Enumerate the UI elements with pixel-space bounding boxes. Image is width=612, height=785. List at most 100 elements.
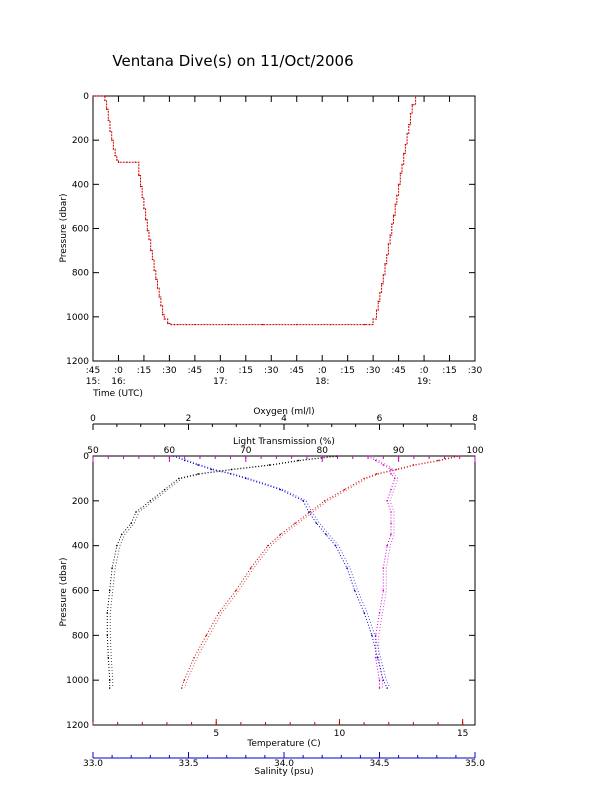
depth-point — [394, 203, 396, 205]
temperature-axis-label: Temperature (C) — [246, 739, 320, 749]
oxygen-point — [197, 473, 199, 475]
temperature-point — [267, 544, 269, 547]
depth-point — [146, 230, 149, 232]
salinity-point — [229, 473, 232, 475]
top-x-hour-label: 16: — [111, 377, 125, 387]
top-y-tick-label: 1200 — [66, 357, 89, 367]
depth-point — [185, 323, 188, 326]
depth-point — [399, 172, 401, 174]
top-x-tick-label: :15 — [239, 366, 253, 376]
temperature-tick-label: 5 — [213, 729, 219, 739]
oxygen-point — [108, 589, 111, 592]
transmission-profile — [367, 455, 399, 689]
top-x-tick-label: :0 — [114, 366, 123, 376]
depth-point — [153, 269, 155, 272]
transmission-point — [378, 612, 381, 614]
bottom-y-tick-label: 0 — [83, 452, 89, 462]
salinity-axis-label: Salinity (psu) — [254, 767, 313, 777]
temperature-profile-line — [181, 455, 458, 689]
oxygen-tick-label: 8 — [472, 414, 478, 424]
salinity-tick-label: 34.0 — [274, 759, 294, 769]
depth-point — [109, 130, 111, 133]
temperature-point — [323, 500, 326, 502]
depth-point — [117, 161, 120, 163]
transmission-point — [386, 500, 388, 502]
depth-point — [387, 243, 390, 245]
depth-point — [144, 218, 147, 221]
depth-point — [107, 119, 109, 121]
bottom-y-tick-label: 1000 — [66, 676, 89, 686]
depth-point — [126, 161, 128, 163]
transmission-point — [374, 459, 377, 462]
depth-point — [375, 309, 378, 311]
top-x-tick-label: :15 — [137, 366, 151, 376]
oxygen-point — [106, 634, 109, 637]
top-x-hour-label: 17: — [213, 377, 227, 387]
depth-point — [414, 95, 417, 97]
oxygen-profile-line-ascent — [109, 455, 340, 688]
oxygen-tick-label: 4 — [281, 414, 287, 424]
salinity-point — [302, 500, 304, 502]
depth-point — [369, 323, 371, 326]
top-x-tick-label: :30 — [468, 366, 483, 376]
top-y-tick-label: 400 — [72, 180, 89, 190]
depth-point — [372, 318, 374, 320]
depth-point — [173, 323, 176, 326]
depth-point — [160, 305, 162, 307]
transmission-axis-label: Light Transmission (%) — [233, 437, 335, 447]
transmission-point — [390, 468, 392, 471]
profile-series — [106, 455, 461, 689]
transmission-point — [382, 589, 385, 592]
depth-point — [409, 112, 412, 115]
bottom-y-ticks: 0 200 400 600 800 1000 1200 — [66, 452, 475, 731]
salinity-point — [334, 544, 337, 547]
top-x-hour-label: 15: — [86, 377, 100, 387]
top-x-tick-label: :0 — [420, 366, 429, 376]
depth-point — [156, 287, 159, 289]
depth-point — [386, 254, 388, 256]
oxygen-point — [107, 656, 110, 659]
depth-point — [100, 95, 103, 97]
depth-point — [105, 108, 108, 110]
transmission-point — [390, 473, 392, 475]
transmission-point — [390, 511, 392, 513]
temperature-point — [235, 589, 237, 592]
top-y-tick-label: 1000 — [66, 313, 89, 323]
oxygen-point — [111, 567, 113, 569]
transmission-profile-line — [367, 455, 396, 688]
depth-point — [116, 159, 118, 161]
salinity-axis-ticks: 33.0 33.5 34.0 34.5 35.0 — [83, 752, 485, 769]
transmission-point — [390, 488, 392, 491]
depth-point — [377, 300, 379, 303]
salinity-point — [279, 488, 281, 491]
transmission-point — [393, 477, 396, 480]
oxygen-profile-line — [106, 455, 337, 688]
top-y-tick-label: 200 — [72, 136, 89, 146]
depth-point — [329, 323, 332, 326]
salinity-point — [386, 687, 388, 689]
depth-point — [363, 323, 366, 326]
transmission-tick-label: 70 — [240, 446, 252, 456]
top-x-tick-label: :45 — [289, 366, 303, 376]
salinity-point — [382, 679, 385, 681]
salinity-tick-label: 34.5 — [369, 759, 389, 769]
transmission-point — [382, 464, 385, 466]
depth-point — [114, 154, 116, 157]
top-y-tick-label: 600 — [72, 225, 89, 235]
depth-point — [392, 214, 395, 216]
transmission-point — [378, 679, 381, 681]
top-x-tick-label: :45 — [391, 366, 405, 376]
temperature-point — [456, 455, 459, 457]
temperature-point — [183, 679, 185, 681]
depth-point — [155, 278, 157, 280]
depth-point — [380, 283, 383, 285]
oxygen-point — [120, 533, 123, 536]
bottom-y-tick-label: 600 — [72, 587, 89, 597]
top-y-tick-label: 0 — [83, 92, 89, 102]
depth-trace-line — [93, 95, 417, 326]
oxygen-point — [268, 464, 271, 466]
top-y-tick-label: 800 — [72, 269, 89, 279]
